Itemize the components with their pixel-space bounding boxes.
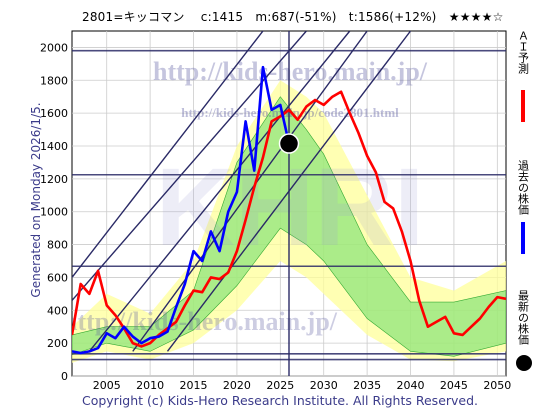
y-tick-label: 400	[47, 304, 68, 317]
copyright-text: Copyright (c) Kids-Hero Research Institu…	[81, 393, 479, 408]
y-tick-label: 1400	[40, 140, 68, 153]
x-tick-label: 2045	[440, 379, 468, 392]
legend-swatch-forecast	[521, 90, 525, 122]
y-tick-label: 2000	[40, 41, 68, 54]
y-tick-label: 0	[61, 370, 68, 383]
latest-marker-layer	[278, 133, 300, 154]
series-forecast-line	[72, 90, 506, 348]
latest-price-marker	[278, 133, 300, 154]
diagonal-guide-line	[132, 31, 368, 352]
x-tick-label: 2015	[180, 379, 208, 392]
legend-swatch-latest	[516, 355, 532, 371]
y-axis-ticks: 0 200 400 600 800 1000 1200 1400 1600 1800 2000	[40, 41, 68, 383]
x-tick-label: 2035	[353, 379, 381, 392]
legend-label-forecast: ＡＩ予測	[517, 30, 530, 75]
diagonal-guide-line	[72, 31, 264, 278]
y-tick-label: 1000	[40, 206, 68, 219]
x-tick-label: 2050	[483, 379, 511, 392]
x-tick-label: 2025	[266, 379, 294, 392]
x-tick-label: 2005	[93, 379, 121, 392]
x-tick-label: 2020	[223, 379, 251, 392]
watermark-big-letters: KHRI	[156, 146, 425, 269]
x-tick-label: 2010	[136, 379, 164, 392]
x-tick-label: 2030	[310, 379, 338, 392]
y-tick-label: 1800	[40, 74, 68, 87]
x-tick-label: 2040	[397, 379, 425, 392]
series-history-line	[72, 65, 291, 355]
y-tick-label: 200	[47, 337, 68, 350]
y-tick-label: 1600	[40, 107, 68, 120]
x-axis-ticks: 2005 2010 2015 2020 2025 2030 2035 2040 2045 2050	[93, 379, 512, 392]
watermark-layer: KHRI http://kids-hero.main.jp/ http://ki…	[63, 57, 428, 336]
y-tick-label: 800	[47, 239, 68, 252]
diagonal-guide-line	[72, 31, 307, 301]
legend-swatch-history	[521, 222, 525, 254]
y-tick-label: 1200	[40, 173, 68, 186]
legend-label-history: 過去の株価	[517, 160, 530, 215]
watermark-url-top: http://kids-hero.main.jp/	[153, 57, 428, 86]
series-lines	[72, 65, 506, 355]
chart-header: 2801=キッコマン c:1415 m:687(-51%) t:1586(+12…	[82, 10, 504, 24]
y-tick-label: 600	[47, 271, 68, 284]
legend-label-latest: 最新の株価	[517, 290, 530, 345]
guide-lines	[72, 31, 506, 376]
watermark-url-bottom: http://kids-hero.main.jp/	[63, 307, 338, 336]
diagonal-guide-line	[88, 31, 351, 352]
